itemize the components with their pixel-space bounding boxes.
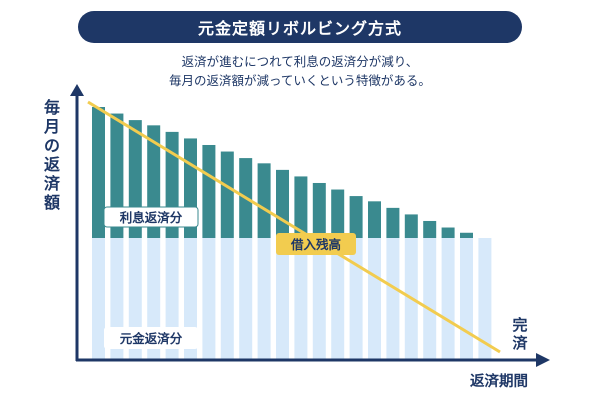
principal-bar-8	[220, 238, 234, 360]
interest-bar-13	[312, 182, 326, 238]
interest-bar-1	[92, 107, 105, 238]
interest-bar-17	[386, 207, 400, 238]
subtitle-line-2: 毎月の返済額が減っていくという特徴がある。	[169, 73, 431, 88]
subtitle-line-1: 返済が進むにつれて利息の返済分が減り、	[181, 54, 419, 69]
principal-bar-10	[257, 238, 271, 360]
chart-title: 元金定額リボルビング方式	[78, 11, 522, 43]
principal-bar-16	[368, 238, 381, 360]
principal-bar-17	[386, 238, 400, 360]
interest-bar-16	[368, 201, 381, 238]
chart-subtitle: 返済が進むにつれて利息の返済分が減り、 毎月の返済額が減っていくという特徴がある…	[0, 52, 600, 90]
principal-bar-20	[441, 238, 455, 360]
interest-bar-7	[202, 144, 216, 238]
principal-bar-21	[460, 238, 473, 360]
interest-bar-18	[404, 214, 418, 238]
principal-bar-11	[276, 238, 289, 360]
balance-legend-label: 借入残高	[290, 237, 341, 252]
interest-bar-12	[294, 176, 308, 238]
principal-bar-22	[478, 238, 492, 360]
principal-bar-12	[294, 238, 308, 360]
interest-bar-15	[349, 196, 363, 238]
principal-bar-7	[202, 238, 216, 360]
balance-legend-box: 借入残高	[276, 233, 356, 255]
y-axis-arrow	[70, 84, 84, 96]
payoff-label: 完済	[512, 316, 528, 352]
interest-bar-21	[460, 232, 473, 238]
principal-bar-13	[312, 238, 326, 360]
interest-bar-8	[220, 151, 234, 238]
principal-legend-label: 元金返済分	[120, 331, 183, 346]
interest-legend-box: 利息返済分	[103, 206, 199, 228]
interest-bar-20	[441, 227, 455, 238]
balance-line	[87, 100, 501, 354]
y-axis-label: 毎月の返済額	[43, 98, 61, 212]
interest-bar-14	[331, 189, 345, 238]
interest-bar-11	[276, 169, 289, 238]
interest-legend-label: 利息返済分	[120, 210, 183, 225]
principal-bar-19	[423, 238, 437, 360]
principal-bar-15	[349, 238, 363, 360]
x-axis-arrow	[536, 353, 550, 367]
interest-bar-10	[257, 163, 271, 238]
principal-bar-1	[92, 238, 105, 360]
principal-bar-9	[239, 238, 253, 360]
x-axis-label: 返済期間	[470, 372, 528, 390]
interest-bar-19	[423, 220, 437, 238]
principal-legend-box: 元金返済分	[104, 327, 198, 349]
principal-bar-14	[331, 238, 345, 360]
